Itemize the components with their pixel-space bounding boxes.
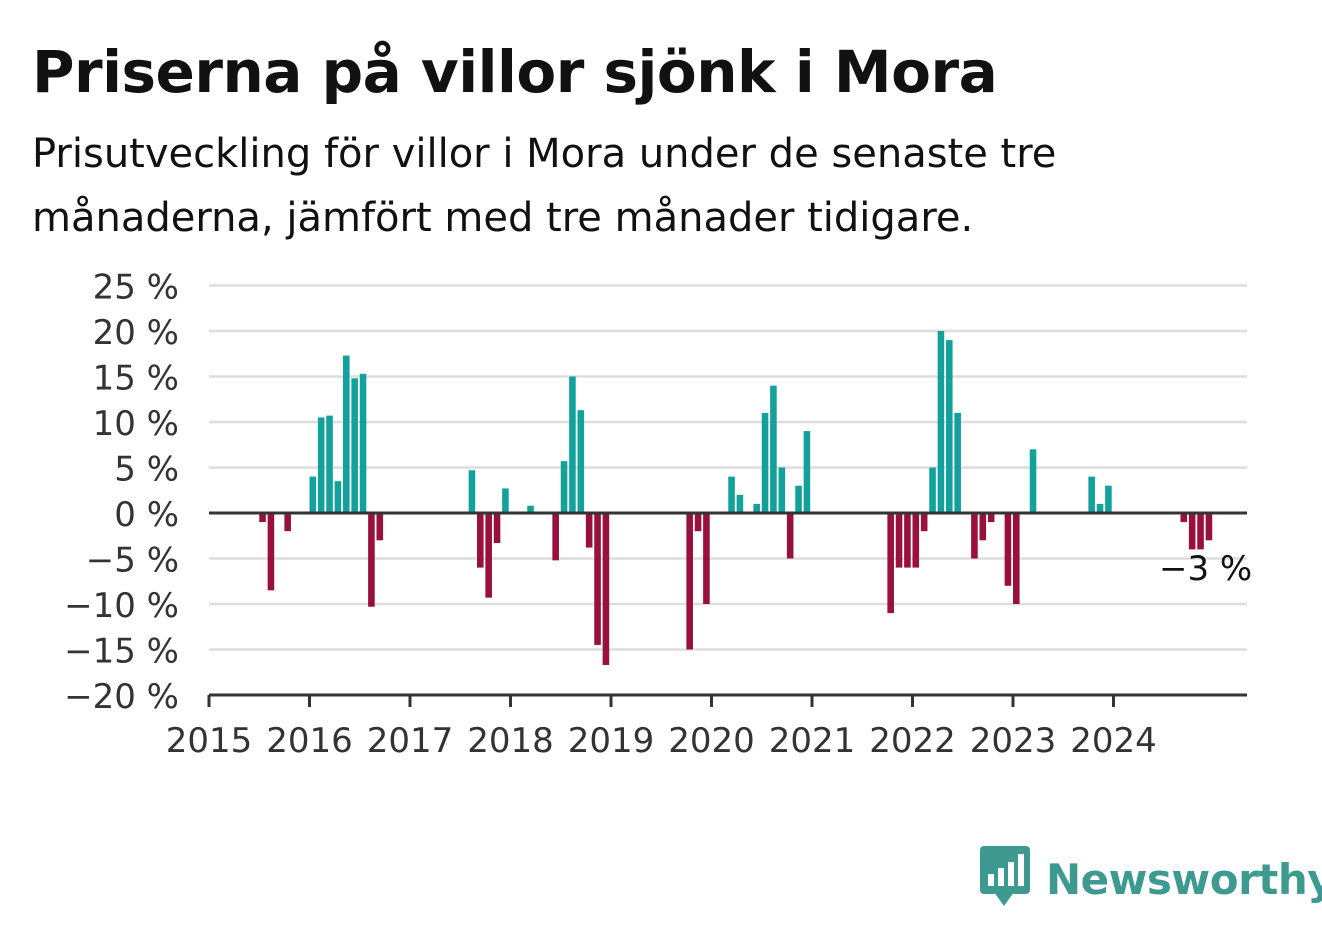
bar (1004, 513, 1012, 586)
bar (912, 513, 920, 568)
bar (527, 505, 534, 513)
bar (954, 412, 961, 513)
bar (368, 513, 375, 607)
bar (309, 476, 317, 513)
bar (284, 513, 291, 532)
annotation-label: −3 % (1159, 549, 1252, 589)
bar (694, 513, 702, 532)
x-tick-label: 2016 (266, 721, 353, 761)
bar (1013, 513, 1020, 604)
bar (1205, 513, 1213, 541)
x-axis-labels: 2015 2016 2017 2018 2019 2020 2021 2022 2023 2024 (166, 695, 1157, 761)
bar (477, 513, 484, 568)
x-tick-label: 2020 (668, 721, 755, 761)
y-tick-label: 20 % (93, 313, 179, 353)
brand-name: Newsworthy (1046, 854, 1322, 904)
chart-subtitle: Prisutveckling för villor i Mora under d… (32, 131, 1057, 241)
x-tick-label: 2015 (166, 721, 253, 761)
x-tick-label: 2023 (970, 721, 1057, 761)
bar (259, 513, 266, 523)
bar (1197, 513, 1204, 550)
newsworthy-logo-icon (980, 846, 1030, 912)
bar (351, 378, 358, 513)
bar (326, 415, 333, 513)
bar (585, 513, 593, 548)
grid-lines (209, 284, 1247, 651)
bar (1088, 476, 1095, 513)
y-tick-label: −15 % (64, 632, 179, 672)
bar (937, 331, 945, 513)
y-tick-label: 25 % (93, 268, 179, 308)
y-tick-label: 10 % (93, 404, 179, 444)
bar (560, 461, 568, 513)
bar (552, 513, 559, 561)
y-tick-label: 0 % (114, 495, 179, 535)
bar (1105, 485, 1112, 513)
bar (1180, 513, 1188, 523)
x-tick-label: 2019 (568, 721, 655, 761)
bar (485, 513, 492, 598)
bar (946, 340, 953, 513)
y-tick-label: −20 % (64, 677, 179, 717)
bar (971, 513, 978, 559)
bar (493, 513, 501, 544)
axes (209, 511, 1247, 697)
bar (1096, 503, 1104, 513)
bar-chart: 25 % 20 % 15 % 10 % 5 % 0 % −5 % −10 % −15 % −20 … (64, 268, 1252, 762)
bar (728, 476, 735, 513)
bar (1029, 449, 1037, 513)
x-tick-label: 2022 (869, 721, 956, 761)
bar (502, 488, 509, 513)
bar (736, 494, 744, 513)
x-tick-label: 2024 (1070, 721, 1157, 761)
bar (904, 513, 911, 568)
y-tick-label: 5 % (114, 450, 179, 490)
x-tick-label: 2018 (467, 721, 554, 761)
newsworthy-brand: Newsworthy (980, 846, 1322, 912)
bar (887, 513, 894, 614)
bar (929, 467, 936, 513)
bar (753, 503, 760, 513)
bar (267, 513, 275, 591)
bar (594, 513, 601, 645)
bar (602, 513, 610, 665)
bar (979, 513, 987, 541)
bar (761, 412, 769, 513)
bar (795, 485, 802, 513)
bar (987, 513, 995, 523)
bar (334, 481, 342, 513)
bar (778, 467, 786, 513)
bar (770, 385, 777, 513)
bar (376, 513, 384, 541)
y-tick-label: −5 % (86, 541, 179, 581)
x-tick-label: 2021 (769, 721, 856, 761)
bar (577, 410, 585, 513)
bar (343, 355, 350, 513)
chart-title: Priserna på villor sjönk i Mora (32, 38, 998, 106)
bar (803, 431, 811, 513)
bar (468, 470, 476, 513)
y-tick-label: 15 % (93, 359, 179, 399)
bar (703, 513, 710, 604)
bar (359, 373, 367, 513)
bar (1188, 513, 1196, 550)
x-tick-label: 2017 (367, 721, 454, 761)
bar (786, 513, 794, 559)
y-axis-labels: 25 % 20 % 15 % 10 % 5 % 0 % −5 % −10 % −15 % −20 … (64, 268, 179, 718)
y-tick-label: −10 % (64, 586, 179, 626)
bar (569, 376, 576, 513)
bar (686, 513, 693, 650)
bars (259, 331, 1213, 665)
bar (895, 513, 903, 568)
bar (317, 417, 325, 513)
bar (920, 513, 928, 532)
